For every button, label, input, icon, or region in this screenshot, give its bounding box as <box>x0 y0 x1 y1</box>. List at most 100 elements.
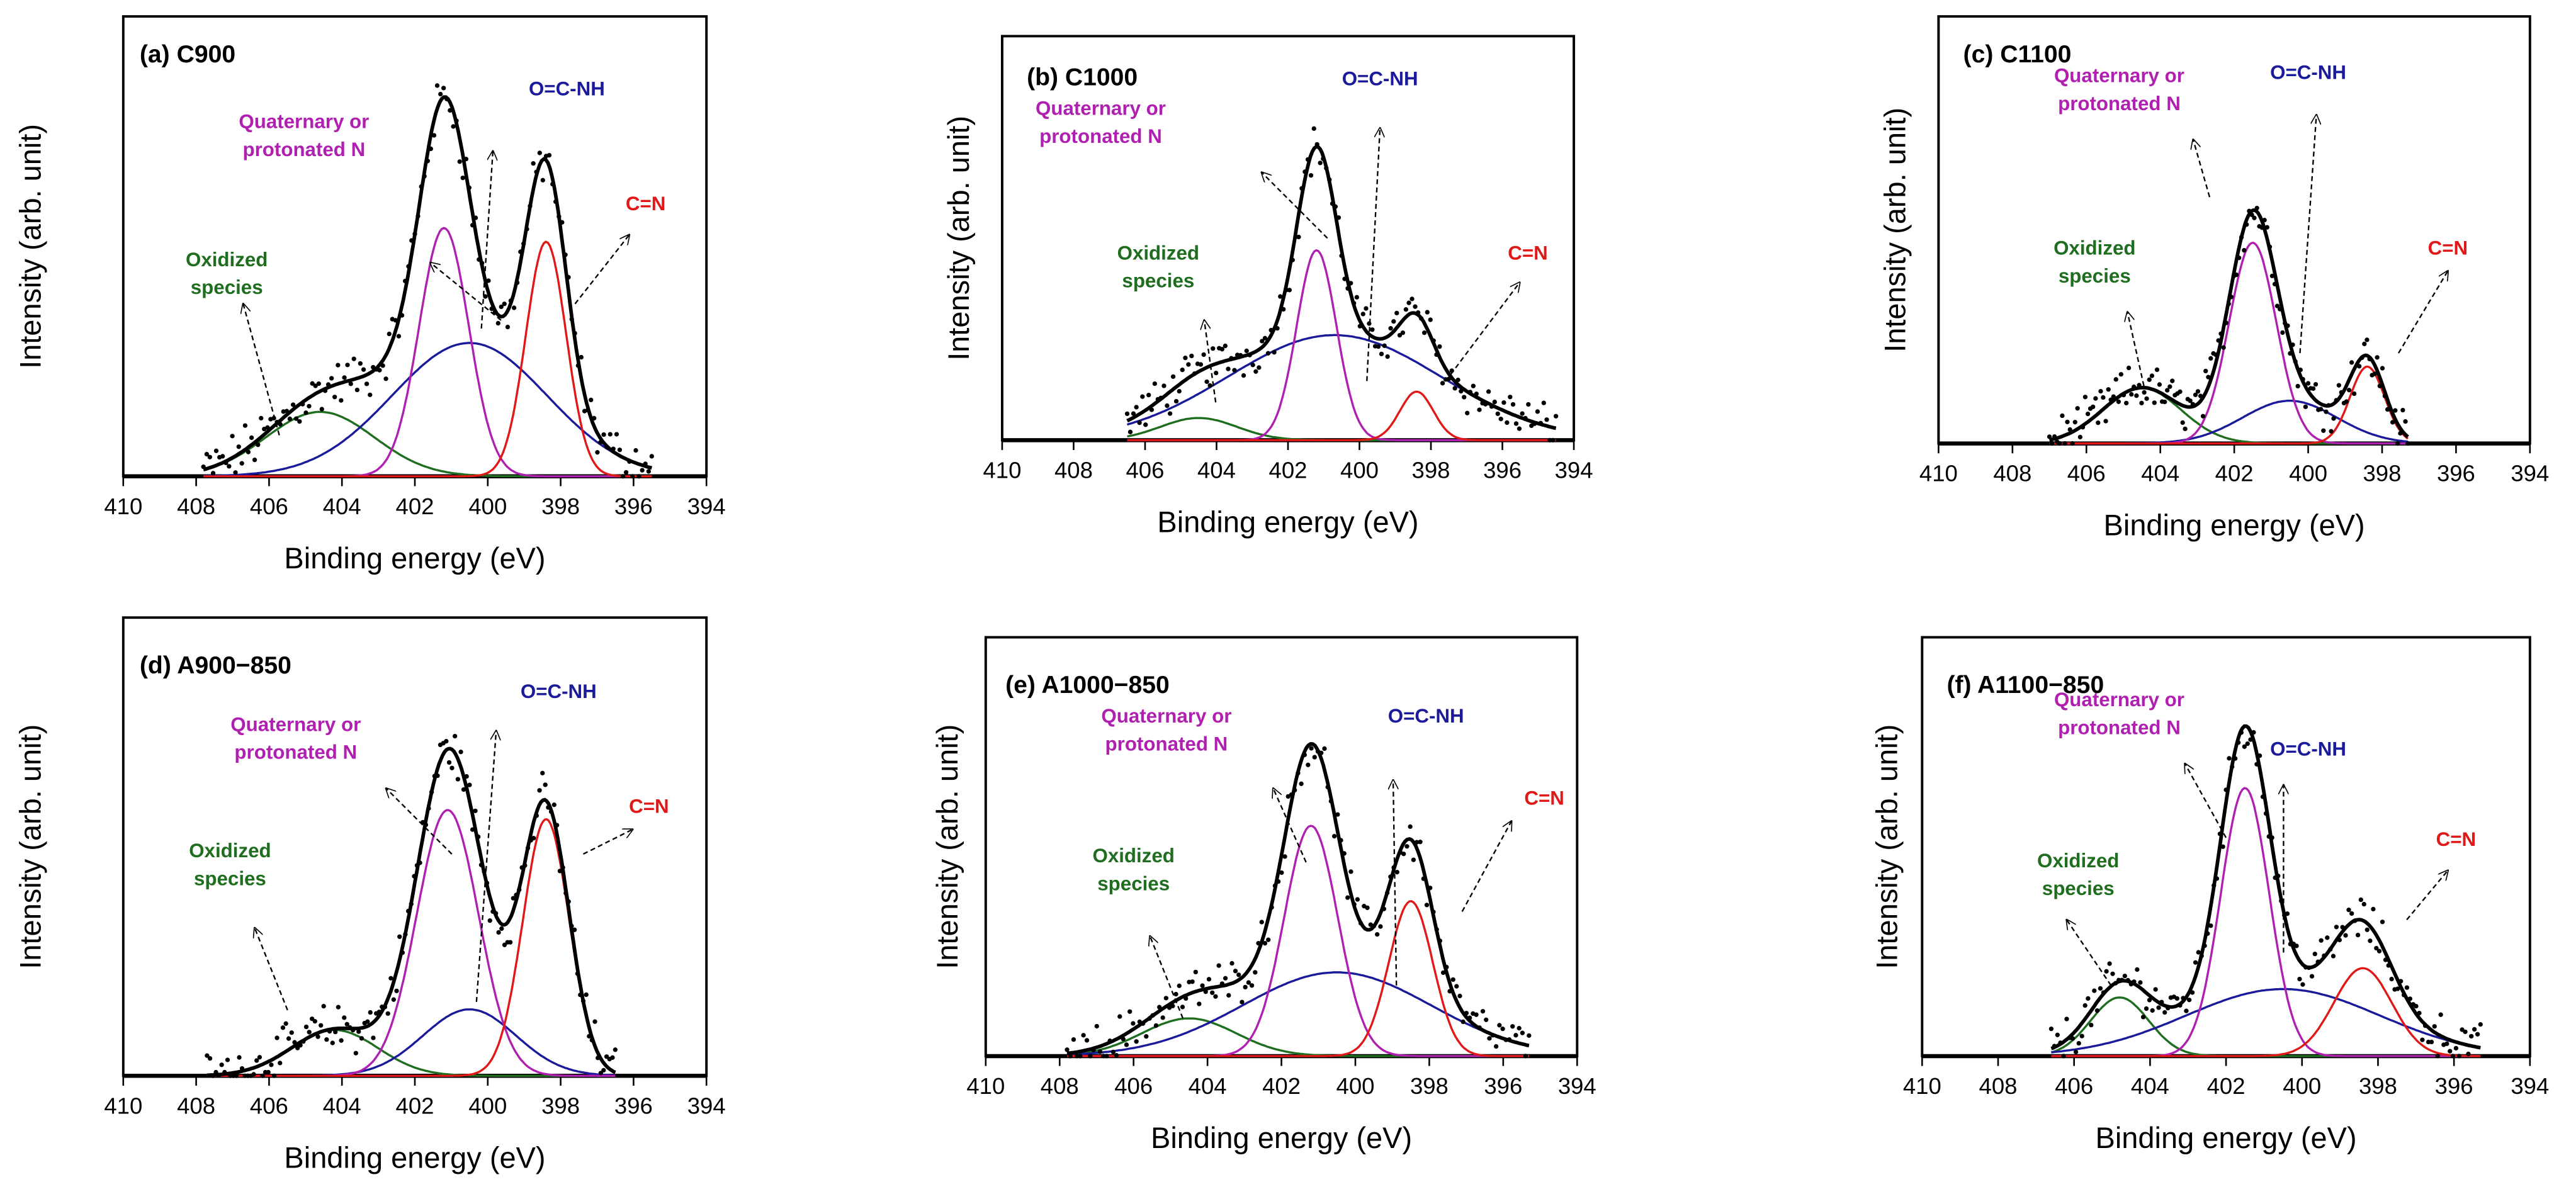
data-point <box>2349 360 2354 365</box>
data-point <box>546 152 552 158</box>
data-point <box>2364 337 2370 342</box>
data-point <box>344 1022 349 1027</box>
annotation-oxidized: Oxidized <box>2037 850 2119 872</box>
data-point <box>636 474 641 479</box>
annotation-arrow-amide <box>475 731 496 1002</box>
data-point <box>2200 414 2206 419</box>
data-point <box>1219 347 1225 352</box>
data-point <box>283 1021 288 1026</box>
annotation-imine: C=N <box>1508 242 1547 264</box>
data-point <box>2453 1045 2459 1051</box>
data-point <box>2193 392 2198 397</box>
x-axis-label: Binding energy (eV) <box>284 541 545 575</box>
data-point <box>2122 973 2127 979</box>
data-point <box>2344 399 2349 404</box>
data-point <box>431 133 437 138</box>
x-tick-label: 396 <box>2435 1073 2473 1099</box>
data-point <box>1207 383 1212 388</box>
data-point <box>257 1055 263 1060</box>
data-point <box>260 1073 265 1078</box>
data-point <box>356 1029 361 1034</box>
component-curve-imine <box>203 240 652 478</box>
data-point <box>1355 897 1360 902</box>
data-point <box>371 1035 376 1040</box>
x-tick-label: 404 <box>2131 1073 2169 1099</box>
data-point <box>1097 1049 1103 1054</box>
x-tick-label: 394 <box>1558 1073 1596 1099</box>
data-point <box>1075 1054 1080 1059</box>
annotation-arrow-quaternary <box>2193 140 2211 198</box>
data-point <box>1308 173 1314 178</box>
component-curve-imine <box>1067 900 1529 1057</box>
x-tick-label: 402 <box>1269 457 1308 483</box>
annotation-oxidized: Oxidized <box>1117 242 1199 264</box>
data-point <box>388 976 393 981</box>
data-point <box>1257 365 1262 370</box>
data-point <box>2389 976 2394 982</box>
data-point <box>1262 335 1268 341</box>
data-point <box>2065 419 2070 425</box>
x-tick-label: 404 <box>1189 1073 1227 1099</box>
data-point <box>2321 428 2326 433</box>
x-tick-label: 404 <box>1197 457 1236 483</box>
data-point <box>499 304 504 310</box>
annotation-quaternary: Quaternary or <box>239 111 369 133</box>
annotation-quaternary: Quaternary or <box>2054 689 2184 711</box>
data-point <box>2355 932 2361 938</box>
data-point <box>2478 1022 2483 1027</box>
x-tick-label: 394 <box>2511 1073 2549 1099</box>
x-tick-label: 402 <box>2207 1073 2246 1099</box>
x-tick-label: 404 <box>2141 461 2179 487</box>
data-point <box>385 1011 390 1016</box>
data-point <box>2124 400 2129 406</box>
data-point <box>1131 411 1136 416</box>
data-point <box>1262 941 1268 946</box>
x-tick-label: 410 <box>104 1093 142 1118</box>
data-point <box>2331 416 2336 421</box>
fit-envelope-curve <box>2048 208 2409 442</box>
x-tick-label: 398 <box>1410 1073 1449 1099</box>
data-point <box>633 448 638 453</box>
data-point <box>2162 1010 2167 1015</box>
x-tick-label: 396 <box>1484 1073 1522 1099</box>
data-point <box>316 381 321 386</box>
annotation-arrow-oxidized <box>255 928 288 1011</box>
data-point <box>1345 895 1350 900</box>
data-point <box>1498 417 1503 422</box>
data-point <box>2149 373 2155 378</box>
data-point <box>280 1025 286 1030</box>
data-point <box>461 787 466 792</box>
data-point <box>1236 972 1241 977</box>
data-point <box>339 1038 344 1043</box>
data-point <box>1152 381 1158 386</box>
data-point <box>1250 363 1255 368</box>
data-point <box>278 1061 283 1066</box>
data-point <box>2450 1054 2456 1059</box>
data-point <box>1544 417 1549 422</box>
data-point <box>1110 1049 1116 1055</box>
data-point <box>207 1055 213 1061</box>
data-point <box>234 1073 239 1078</box>
data-point <box>2110 971 2115 976</box>
data-point <box>1249 983 1255 988</box>
data-point <box>584 992 589 998</box>
x-tick-label: 408 <box>177 1093 215 1118</box>
annotation-arrow-oxidized <box>243 304 280 436</box>
data-point <box>1364 306 1369 311</box>
x-tick-label: 400 <box>468 493 507 519</box>
plot-frame <box>1937 15 2531 445</box>
x-tick-label: 410 <box>983 457 1021 483</box>
data-point <box>1391 319 1396 324</box>
data-point <box>256 442 261 448</box>
data-point <box>1226 366 1231 371</box>
data-point <box>1331 833 1337 839</box>
data-point <box>540 177 545 183</box>
data-point <box>1244 348 1249 354</box>
data-point <box>1198 362 1204 367</box>
data-point <box>1523 1054 1528 1059</box>
data-point <box>1370 327 1375 332</box>
data-point <box>2104 969 2109 974</box>
data-point <box>1406 300 1411 305</box>
panel-c: 410 408 406 404 402 400 398 396 394 Binding energ… <box>1878 15 2549 542</box>
